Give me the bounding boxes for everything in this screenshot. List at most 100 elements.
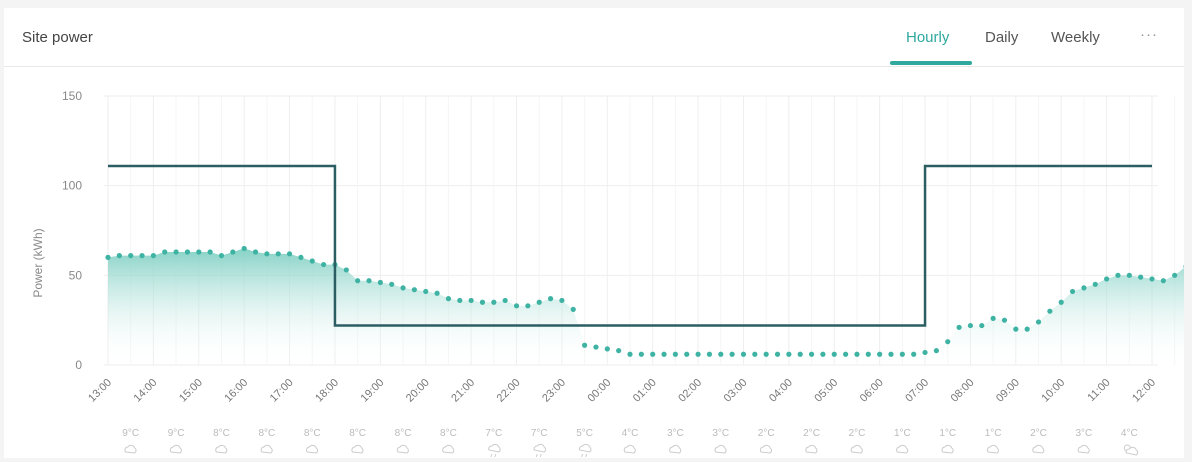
temperature-label: 8°C: [304, 428, 321, 439]
power-dot: [661, 351, 667, 357]
cloud-icon: [442, 444, 455, 454]
power-dot: [252, 249, 259, 255]
cloud-icon: [986, 444, 999, 454]
power-dot: [502, 297, 508, 304]
temperature-label: 1°C: [939, 428, 956, 439]
power-dot: [241, 245, 247, 252]
power-dot: [1001, 317, 1008, 323]
power-dot: [945, 339, 951, 345]
power-dot: [173, 249, 179, 255]
cloud-icon: [759, 444, 772, 454]
temperature-label: 9°C: [168, 428, 185, 439]
power-dot: [355, 278, 361, 284]
tab-weekly[interactable]: Weekly: [1051, 29, 1100, 46]
x-tick-label: 07:00: [903, 377, 931, 405]
cloud-icon: [941, 444, 954, 454]
power-dot: [774, 351, 781, 357]
power-dot: [559, 297, 565, 304]
temperature-label: 4°C: [622, 428, 639, 439]
cloud-icon: [306, 444, 319, 454]
x-tick-label: 14:00: [132, 377, 160, 405]
temperature-label: 3°C: [667, 428, 684, 439]
cloud-shape: [169, 444, 182, 454]
x-tick-label: 03:00: [722, 377, 750, 405]
y-tick-label: 50: [69, 268, 83, 282]
x-tick-label: 02:00: [676, 377, 704, 405]
cloud-shape: [442, 444, 455, 454]
x-tick-label: 04:00: [767, 377, 795, 405]
power-dot: [684, 351, 690, 357]
cloud-shape: [986, 444, 999, 454]
x-tick-label: 08:00: [949, 377, 977, 405]
cloud-shape: [1077, 444, 1090, 454]
temperature-label: 2°C: [803, 428, 820, 439]
x-axis-ticks: 13:00 14:00 15:00 16:00 17:00 18:00 19:00 20:00…: [86, 377, 1158, 405]
temperature-label: 7°C: [531, 428, 548, 439]
x-tick-label: 18:00: [313, 377, 341, 405]
rain-drop: [535, 453, 538, 458]
power-dot: [445, 296, 452, 302]
power-dot: [457, 297, 463, 304]
power-dot: [638, 351, 644, 357]
site-power-chart: 0 50 100 150 Power (kWh) 13:00 14:00 15:00 16:…: [31, 89, 1184, 458]
rain-icon: [533, 443, 547, 458]
power-dot: [570, 306, 576, 313]
cloud-shape: [578, 443, 592, 453]
active-tab-indicator: [890, 61, 972, 65]
power-dot: [911, 351, 917, 357]
x-tick-label: 17:00: [268, 377, 296, 405]
tab-hourly[interactable]: Hourly: [906, 29, 950, 46]
cloud-shape: [488, 443, 501, 453]
cloud-icon: [714, 444, 727, 454]
power-dot: [218, 253, 225, 259]
power-dot: [1104, 276, 1110, 282]
temperature-label: 8°C: [349, 428, 366, 439]
cloud-shape: [215, 444, 228, 454]
temperature-label: 7°C: [485, 428, 502, 439]
power-dot: [797, 351, 803, 357]
power-dot: [831, 351, 837, 357]
power-dot: [150, 253, 156, 259]
power-dot: [1160, 278, 1166, 284]
x-tick-label: 21:00: [449, 377, 477, 405]
power-dot: [865, 351, 871, 357]
temperature-label: 1°C: [894, 428, 911, 439]
partly-cloudy-icon: [1123, 444, 1139, 456]
cloud-shape: [669, 444, 682, 454]
card-title: Site power: [22, 29, 93, 46]
power-dot: [162, 249, 168, 255]
power-area: [108, 248, 1184, 365]
temperature-label: 2°C: [758, 428, 775, 439]
power-dot: [899, 351, 905, 357]
power-dot: [763, 351, 769, 357]
temperature-label: 8°C: [440, 428, 457, 439]
power-dot: [1024, 326, 1030, 332]
rain-drop: [494, 453, 497, 458]
cloud-shape: [941, 444, 954, 454]
power-dot: [525, 303, 531, 309]
power-dot: [582, 342, 588, 348]
power-dot: [979, 322, 985, 329]
rain-icon: [488, 443, 501, 458]
power-dot: [1138, 274, 1144, 280]
power-dot: [536, 299, 542, 305]
cloud-icon: [351, 444, 364, 454]
cloud-icon: [805, 444, 818, 454]
more-options-icon[interactable]: ···: [1140, 26, 1158, 43]
cloud-icon: [850, 444, 863, 454]
temperature-label: 3°C: [712, 428, 729, 439]
x-tick-label: 05:00: [812, 377, 840, 405]
power-dot: [1058, 299, 1064, 305]
power-dot: [196, 249, 202, 255]
power-dot: [695, 351, 701, 357]
power-dot: [593, 344, 599, 350]
tab-daily[interactable]: Daily: [985, 29, 1019, 46]
power-dot: [230, 249, 236, 255]
x-tick-label: 22:00: [495, 377, 523, 405]
cloud-icon: [124, 444, 137, 454]
cloud-shape: [805, 444, 818, 454]
x-tick-label: 19:00: [359, 377, 387, 405]
power-dot: [479, 299, 486, 305]
temperature-label: 8°C: [213, 428, 230, 439]
power-dot: [275, 251, 281, 257]
